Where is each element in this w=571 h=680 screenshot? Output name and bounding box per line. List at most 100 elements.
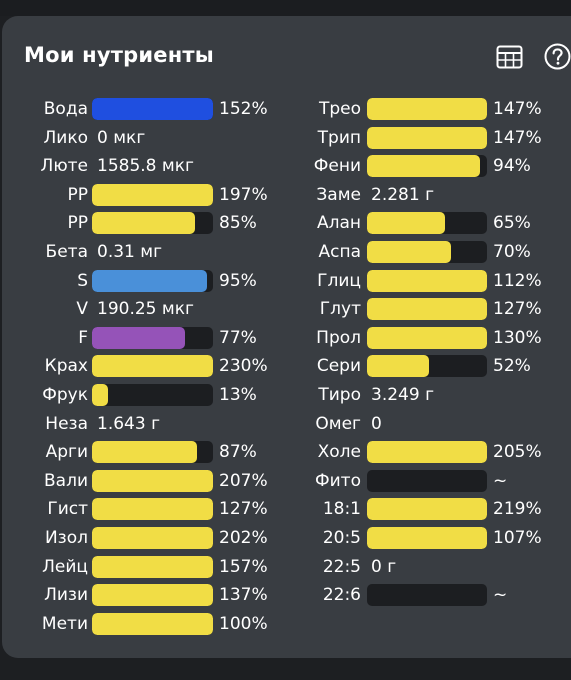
- percent-text: 157%: [219, 556, 268, 577]
- progress-bar-fill: [92, 212, 195, 235]
- progress-bar-track: [367, 527, 487, 549]
- nutrient-label: Вода: [43, 99, 88, 119]
- nutrient-row-s[interactable]: S 95%: [0, 267, 571, 295]
- nutrient-label: Гист: [47, 499, 88, 520]
- nutrient-row-арги[interactable]: Арги 87%: [0, 438, 571, 466]
- progress-bar-fill: [92, 384, 108, 406]
- progress-bar-track: [92, 212, 213, 235]
- progress-bar-fill: [92, 269, 207, 292]
- nutrient-row-фени[interactable]: Фени 94%: [0, 152, 571, 180]
- nutrient-row-люте[interactable]: Люте 1585.8 мкг: [0, 152, 571, 180]
- nutrient-row-фито[interactable]: Фито ~: [0, 467, 571, 495]
- progress-bar-track: [92, 355, 213, 378]
- percent-text: 65%: [493, 213, 531, 234]
- nutrient-value: 0.31 мг: [97, 242, 163, 262]
- nutrient-row-тиро[interactable]: Тиро 3.249 г: [0, 381, 571, 409]
- percent-text: 197%: [219, 184, 268, 205]
- progress-bar-track: [367, 155, 487, 178]
- progress-bar-track: [92, 469, 213, 492]
- nutrient-row-аспа[interactable]: Аспа 70%: [0, 238, 571, 266]
- nutrient-label: Холе: [317, 442, 361, 463]
- progress-bar-fill: [92, 98, 213, 120]
- top-bar: [0, 0, 571, 16]
- progress-bar-fill: [367, 126, 487, 149]
- nutrient-label: Алан: [316, 213, 361, 234]
- nutrient-row-18-1[interactable]: 18:1 219%: [0, 495, 571, 523]
- nutrient-row-f[interactable]: F 77%: [0, 324, 571, 352]
- nutrient-row-крах[interactable]: Крах 230%: [0, 352, 571, 380]
- nutrient-label: Лико: [43, 127, 88, 148]
- nutrient-row-лизи[interactable]: Лизи 137%: [0, 581, 571, 609]
- help-circle-icon[interactable]: [544, 43, 571, 70]
- progress-bar-track: [367, 498, 487, 521]
- progress-bar-track: [92, 498, 213, 521]
- nutrient-row-сери[interactable]: Сери 52%: [0, 352, 571, 380]
- nutrient-label: 22:5: [322, 556, 361, 577]
- progress-bar-track: [367, 126, 487, 149]
- nutrient-row-неза[interactable]: Неза 1.643 г: [0, 410, 571, 438]
- nutrient-row-трео[interactable]: Трео 147%: [0, 95, 571, 123]
- nutrient-row-лико[interactable]: Лико 0 мкг: [0, 124, 571, 152]
- nutrient-row-гист[interactable]: Гист 127%: [0, 495, 571, 523]
- nutrient-label: Глут: [319, 299, 361, 320]
- percent-text: 127%: [219, 499, 268, 520]
- nutrient-row-алан[interactable]: Алан 65%: [0, 209, 571, 237]
- percent-text: 77%: [219, 327, 257, 348]
- nutrient-label: Вали: [44, 470, 88, 491]
- nutrient-row-лейц[interactable]: Лейц 157%: [0, 553, 571, 581]
- progress-bar-fill: [92, 469, 213, 492]
- percent-text: 147%: [493, 99, 542, 119]
- percent-text: 112%: [493, 270, 542, 291]
- nutrient-label: F: [78, 327, 88, 348]
- nutrient-value: 0 мкг: [97, 127, 146, 148]
- nutrient-label: Прол: [316, 327, 361, 348]
- percent-text: ~: [493, 470, 508, 491]
- nutrient-label: Мети: [41, 613, 88, 634]
- nutrient-row-заме[interactable]: Заме 2.281 г: [0, 181, 571, 209]
- progress-bar-track: [92, 269, 213, 292]
- nutrient-row-вали[interactable]: Вали 207%: [0, 467, 571, 495]
- progress-bar-track: [367, 355, 487, 378]
- progress-bar-track: [367, 241, 487, 263]
- percent-text: 107%: [493, 528, 542, 548]
- nutrient-row-глут[interactable]: Глут 127%: [0, 295, 571, 323]
- nutrient-value: 2.281 г: [371, 184, 435, 205]
- nutrient-row-холе[interactable]: Холе 205%: [0, 438, 571, 466]
- nutrient-label: Глиц: [317, 270, 361, 291]
- nutrient-label: Люте: [40, 156, 88, 177]
- nutrient-label: PP: [67, 213, 88, 234]
- nutrient-row-трип[interactable]: Трип 147%: [0, 124, 571, 152]
- nutrient-row-изол[interactable]: Изол 202%: [0, 524, 571, 552]
- nutrient-row-фрук[interactable]: Фрук 13%: [0, 381, 571, 409]
- nutrient-label: Омег: [315, 413, 361, 434]
- nutrient-label: Аспа: [318, 242, 361, 262]
- nutrient-label: Фито: [315, 470, 361, 491]
- nutrient-row-мети[interactable]: Мети 100%: [0, 610, 571, 638]
- progress-bar-track: [367, 212, 487, 235]
- progress-bar-fill: [367, 269, 487, 292]
- nutrient-row-22-6[interactable]: 22:6 ~: [0, 581, 571, 609]
- progress-bar-fill: [367, 355, 430, 378]
- nutrient-row-вода[interactable]: Вода 152%: [0, 95, 571, 123]
- nutrient-row-глиц[interactable]: Глиц 112%: [0, 267, 571, 295]
- nutrient-row-22-5[interactable]: 22:5 0 г: [0, 553, 571, 581]
- nutrient-row-pp[interactable]: PP 197%: [0, 181, 571, 209]
- nutrient-row-v[interactable]: V 190.25 мкг: [0, 295, 571, 323]
- percent-text: 230%: [219, 356, 268, 377]
- progress-bar-track: [367, 584, 487, 607]
- percent-text: 147%: [493, 127, 542, 148]
- nutrient-row-омег[interactable]: Омег 0: [0, 410, 571, 438]
- percent-text: 87%: [219, 442, 257, 463]
- nutrient-row-pp[interactable]: PP 85%: [0, 209, 571, 237]
- percent-text: 100%: [219, 613, 268, 634]
- nutrient-row-20-5[interactable]: 20:5 107%: [0, 524, 571, 552]
- progress-bar-track: [367, 98, 487, 120]
- nutrient-row-бета[interactable]: Бета 0.31 мг: [0, 238, 571, 266]
- progress-bar-track: [92, 183, 213, 206]
- nutrient-row-прол[interactable]: Прол 130%: [0, 324, 571, 352]
- panel-title: Мои нутриенты: [24, 43, 214, 67]
- percent-text: 94%: [493, 156, 531, 177]
- percent-text: 152%: [219, 99, 268, 119]
- table-grid-icon[interactable]: [496, 45, 523, 69]
- progress-bar-fill: [92, 555, 213, 578]
